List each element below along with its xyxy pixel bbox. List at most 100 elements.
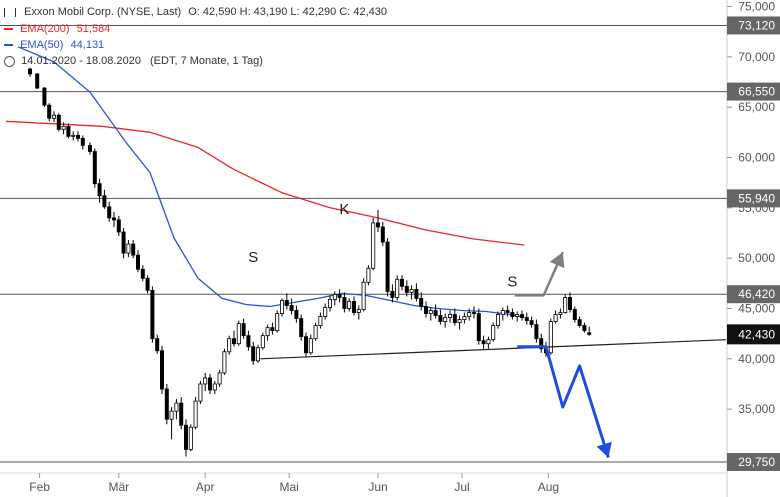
candle-body	[188, 426, 193, 450]
ema200-line	[5, 120, 525, 246]
candle-body	[471, 312, 476, 314]
level-badge	[727, 189, 780, 208]
candle-body	[255, 347, 260, 362]
candle-body	[164, 388, 169, 420]
candle-body	[524, 317, 529, 321]
candle-body	[395, 278, 400, 298]
candle-body	[251, 346, 256, 362]
candle-body	[275, 313, 280, 332]
candle-body	[447, 314, 452, 318]
x-tick-label: Jul	[454, 480, 469, 494]
candle-body	[399, 278, 404, 287]
candle-body	[131, 243, 136, 256]
candle-body	[529, 320, 534, 325]
ema200-value: 51,584	[76, 23, 111, 35]
candle-body	[169, 410, 174, 420]
chart-grid	[0, 0, 728, 497]
y-tick-label: 70,000	[738, 50, 775, 64]
level-badge-label: 46,420	[738, 287, 775, 301]
candle-body	[76, 134, 81, 139]
candle-body	[145, 277, 150, 291]
candle-body	[159, 350, 164, 390]
ema50-line	[17, 46, 525, 318]
candle-body	[371, 222, 376, 269]
candle-body	[428, 310, 433, 314]
legend-ema200-row: EMA(200) 51,584	[4, 23, 110, 35]
bar-chart-icon	[4, 7, 16, 17]
candle-body	[47, 104, 52, 119]
candle-body	[227, 338, 232, 353]
ema200-label: EMA(200)	[20, 23, 70, 35]
candle-body	[548, 321, 553, 354]
candle-body	[35, 73, 40, 89]
candle-body	[174, 402, 179, 412]
candle-body	[563, 297, 568, 313]
pattern-label: S	[507, 273, 517, 290]
ema200-swatch	[4, 28, 13, 31]
candle-body	[582, 325, 587, 332]
last-price-label: 42,430	[738, 327, 775, 341]
y-tick-label: 60,000	[738, 151, 775, 165]
candle-body	[27, 68, 32, 75]
candle-body	[495, 314, 500, 326]
candle-body	[246, 335, 251, 348]
candle-body	[107, 206, 112, 219]
candle-body	[423, 306, 428, 314]
legend-ema50-row: EMA(50) 44,131	[4, 39, 104, 51]
candle-body	[347, 301, 352, 309]
candle-body	[558, 312, 563, 315]
candle-body	[279, 300, 284, 314]
candle-body	[510, 312, 515, 317]
candle-body	[203, 377, 208, 385]
candle-body	[270, 327, 275, 332]
clock-icon	[4, 55, 15, 67]
candle-body	[539, 338, 544, 350]
legend-ohlc: O: 42,590 H: 43,190 L: 42,290 C: 42,430	[188, 6, 388, 18]
candle-body	[419, 298, 424, 307]
candle-body	[222, 351, 227, 374]
candle-body	[356, 309, 361, 313]
candle-body	[61, 125, 66, 130]
candle-body	[207, 377, 212, 391]
candle-body	[553, 314, 558, 322]
candle-body	[587, 332, 592, 335]
candle-body	[438, 315, 443, 322]
y-tick-label: 50,000	[738, 251, 775, 265]
candle-body	[313, 325, 318, 340]
candle-body	[284, 300, 289, 306]
projection-down-arrow-head	[596, 441, 612, 458]
candle-body	[265, 327, 270, 337]
x-tick-label: Aug	[538, 480, 559, 494]
candle-body	[366, 267, 371, 283]
x-tick-label: Mär	[108, 480, 129, 494]
neckline	[260, 339, 727, 360]
candle-body	[443, 317, 448, 322]
last-price-badge	[727, 324, 780, 345]
y-tick-label: 65,000	[738, 100, 775, 114]
candle-body	[534, 324, 539, 340]
candle-body	[515, 314, 520, 317]
projection-up-arrow-head	[549, 252, 565, 269]
candle-body	[42, 87, 47, 106]
x-tick-label: Feb	[29, 480, 50, 494]
candle-body	[577, 319, 582, 327]
candle-body	[179, 402, 184, 426]
candle-body	[414, 288, 419, 299]
candle-body	[452, 314, 457, 323]
candle-body	[97, 183, 102, 197]
candle-body	[88, 145, 93, 152]
candle-body	[112, 217, 117, 221]
candle-body	[433, 310, 438, 316]
candle-body	[462, 316, 467, 320]
candle-body	[332, 293, 337, 300]
candle-body	[299, 318, 304, 338]
candle-body	[404, 285, 409, 293]
date-range: 14.01.2020 - 18.08.2020	[21, 55, 141, 67]
candle-body	[289, 305, 294, 311]
candle-body	[568, 297, 573, 310]
candle-body	[351, 301, 356, 313]
x-axis: Feb Mär Apr Mai Jun Jul Aug	[29, 473, 559, 494]
candle-body	[486, 339, 491, 345]
ema50-value: 44,131	[70, 39, 105, 51]
